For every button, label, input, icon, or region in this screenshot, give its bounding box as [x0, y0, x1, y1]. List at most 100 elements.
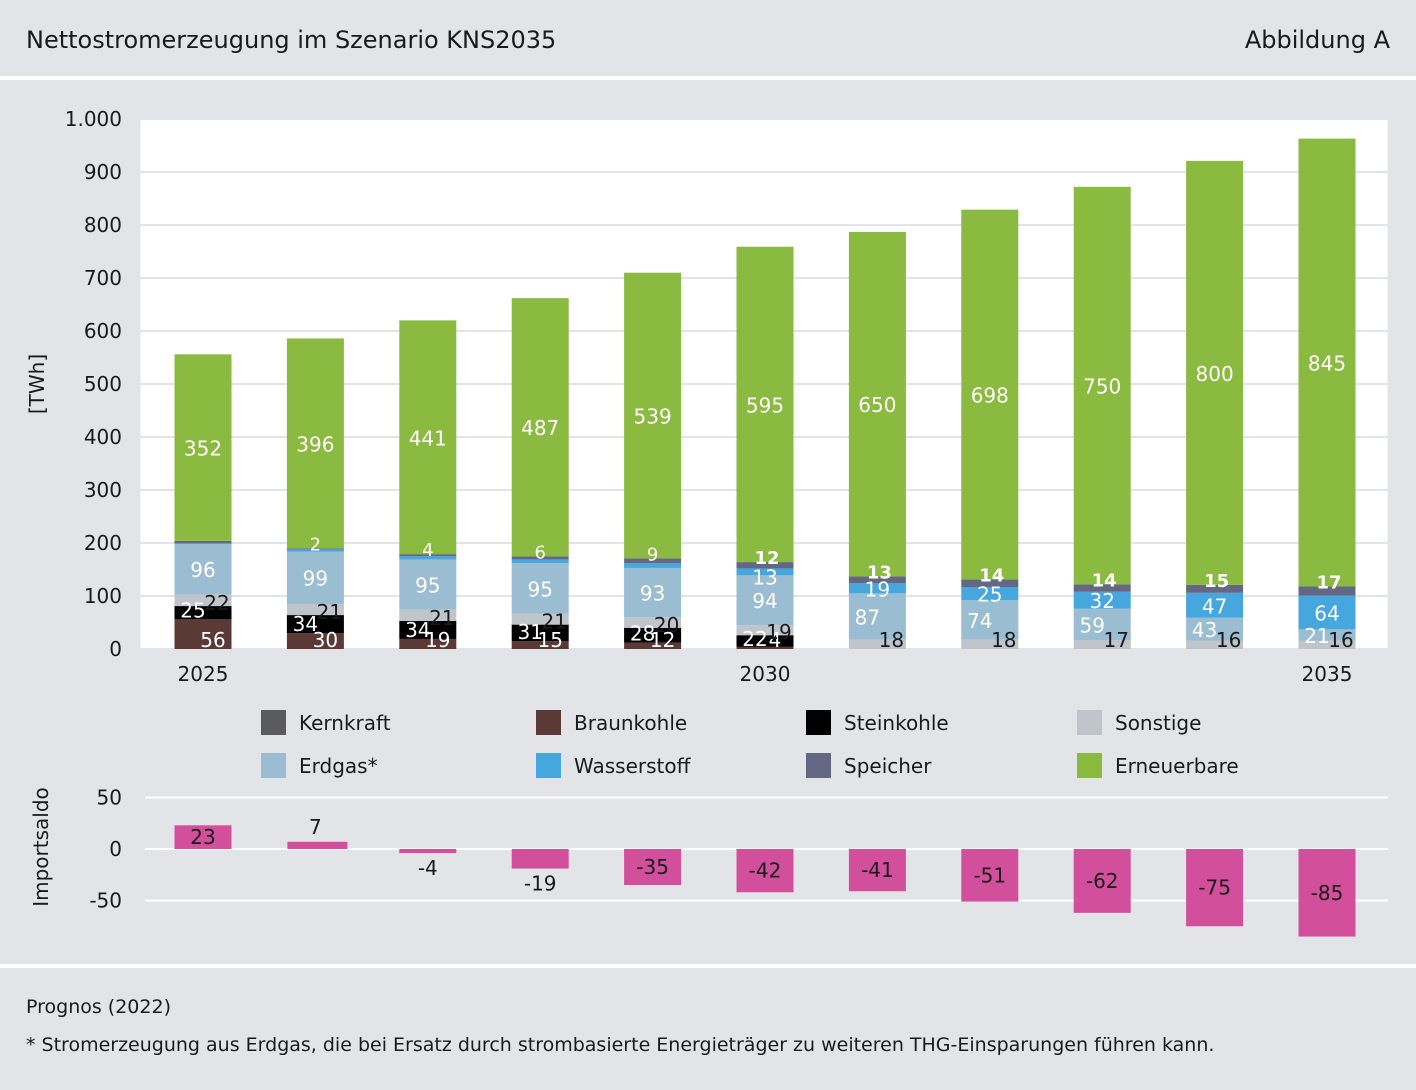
- y-axis-label: [TWh]: [25, 354, 49, 414]
- import-bar: [848, 849, 906, 892]
- import-data-label: -75: [1198, 876, 1231, 900]
- data-label: 56: [200, 628, 225, 652]
- import-bar: [961, 849, 1019, 902]
- bar-segment: [624, 642, 682, 649]
- bar-segment: [961, 586, 1019, 601]
- bar-segment: [511, 298, 569, 557]
- data-label: 19: [766, 620, 791, 644]
- bar-segment: [736, 562, 794, 569]
- data-label: 18: [991, 628, 1016, 652]
- bar-segment: [286, 338, 344, 549]
- legend-item: Sonstige: [1077, 710, 1201, 735]
- import-bar: [1186, 849, 1244, 927]
- data-label: 21: [429, 606, 454, 630]
- data-label: 13: [752, 565, 777, 589]
- bar-segment: [848, 231, 906, 577]
- legend-label: Sonstige: [1115, 711, 1201, 735]
- bar-segment: [174, 594, 232, 607]
- y-tick-label: 300: [84, 478, 122, 502]
- data-label: 34: [405, 618, 430, 642]
- bar-segment: [848, 576, 906, 584]
- figure-label: Abbildung A: [1244, 26, 1390, 54]
- import-data-label: -42: [749, 859, 782, 883]
- x-tick-label: 2030: [740, 662, 791, 686]
- x-tick-label: 2025: [178, 662, 229, 686]
- bar-segment: [399, 609, 457, 621]
- data-label: 4: [422, 540, 433, 561]
- data-label: 2: [310, 534, 321, 555]
- bar-segment: [1186, 160, 1244, 585]
- bar-stack: [624, 272, 682, 649]
- import-data-label: 7: [309, 815, 322, 839]
- bar-segment: [624, 563, 682, 568]
- legend-swatch: [536, 753, 561, 778]
- data-label: 15: [1204, 571, 1229, 592]
- bar-stack: [961, 209, 1019, 649]
- bar-segment: [286, 633, 344, 649]
- bar-segment: [174, 540, 232, 544]
- y-tick-label: 100: [84, 584, 122, 608]
- chart-area: 0 100 200 300 400 500 600 700 800 900 1.000 [TWh] 20…: [0, 80, 1416, 964]
- bar-stack: [1073, 186, 1131, 649]
- import-bar: [511, 849, 569, 869]
- data-label: 14: [979, 566, 1004, 587]
- y-tick-label: 0: [109, 637, 122, 661]
- bar-stack: [848, 231, 906, 649]
- import-data-label: -35: [636, 855, 669, 879]
- bar-stack: [736, 246, 794, 649]
- bar-segment: [848, 583, 906, 594]
- data-label: 13: [867, 562, 892, 583]
- data-label: 99: [303, 567, 328, 591]
- bar-segment: [848, 593, 906, 640]
- data-label: 28: [630, 622, 655, 646]
- data-label: 18: [879, 628, 904, 652]
- bar-segment: [736, 568, 794, 576]
- data-label: 21: [1304, 624, 1329, 648]
- bar-segment: [736, 646, 794, 649]
- x-tick-label: 2035: [1302, 662, 1353, 686]
- y-tick-label: 600: [84, 319, 122, 343]
- import-data-label: -4: [418, 856, 438, 880]
- data-label: 30: [313, 628, 338, 652]
- data-label: 800: [1196, 362, 1234, 386]
- legend-item: Steinkohle: [806, 710, 949, 735]
- header: Nettostromerzeugung im Szenario KNS2035 …: [0, 0, 1416, 80]
- data-label: 19: [865, 577, 890, 601]
- y-tick-label: 700: [84, 266, 122, 290]
- data-label: 15: [537, 628, 562, 652]
- legend-swatch: [1077, 710, 1102, 735]
- data-label: 59: [1079, 613, 1104, 637]
- data-label: 12: [650, 628, 675, 652]
- data-label: 698: [971, 384, 1009, 408]
- bar-segment: [399, 620, 457, 639]
- bar-segment: [1073, 591, 1131, 609]
- import-bar: [399, 849, 457, 854]
- data-label: 22: [204, 591, 229, 615]
- bar-segment: [511, 613, 569, 625]
- bar-segment: [624, 272, 682, 559]
- data-label: 43: [1192, 618, 1217, 642]
- y-tick-label: 400: [84, 425, 122, 449]
- bar-segment: [399, 554, 457, 557]
- chart-svg: 01002003004005006007008009001.000[TWh]20…: [25, 107, 1389, 937]
- legend-swatch: [261, 753, 286, 778]
- data-label: 25: [977, 583, 1002, 607]
- bar-segment: [174, 543, 232, 595]
- y-tick-label: 500: [84, 372, 122, 396]
- data-label: 21: [541, 610, 566, 634]
- import-bar: [736, 849, 794, 893]
- bar-segment: [624, 617, 682, 628]
- import-y-tick-label: 0: [109, 837, 122, 861]
- data-label: 94: [752, 589, 777, 613]
- data-label: 487: [521, 416, 559, 440]
- data-label: 22: [742, 627, 767, 651]
- legend-swatch: [536, 710, 561, 735]
- bar-segment: [511, 559, 569, 564]
- import-data-label: -85: [1311, 881, 1344, 905]
- bar-segment: [511, 624, 569, 642]
- data-label: 441: [409, 426, 447, 450]
- y-tick-label: 900: [84, 160, 122, 184]
- data-label: 9: [647, 544, 658, 565]
- bar-segment: [399, 556, 457, 560]
- bar-stack: [511, 298, 569, 649]
